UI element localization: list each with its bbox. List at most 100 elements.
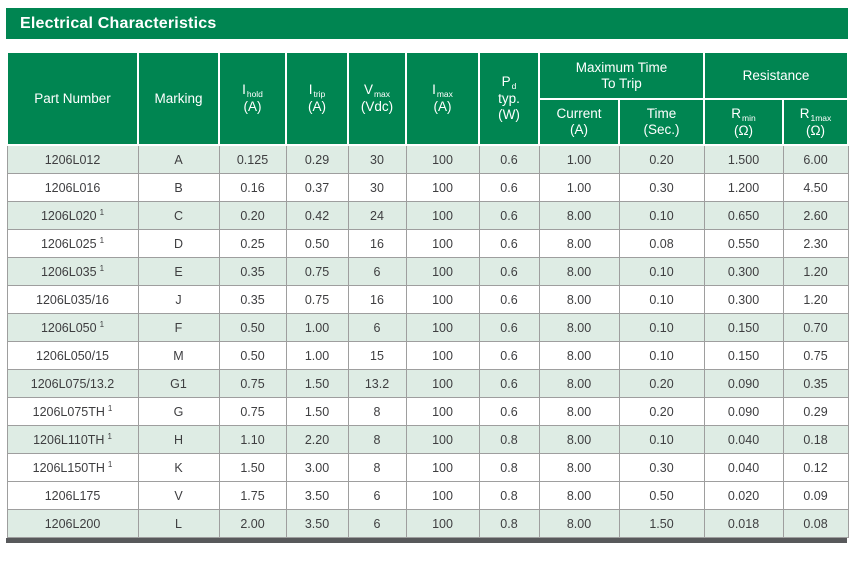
part-number-cell: 1206L035 1 (6, 257, 139, 286)
imax-cell: 100 (405, 173, 480, 202)
imax-cell: 100 (405, 481, 480, 510)
marking-cell: H (137, 425, 220, 454)
table-row: 1206L035 1 E 0.35 0.75 6 100 0.6 8.00 0.10 0.300 1.… (6, 257, 849, 286)
page-title: Electrical Characteristics (20, 15, 217, 32)
marking-cell: F (137, 313, 220, 342)
pd-cell: 0.6 (478, 144, 540, 174)
marking-cell: D (137, 229, 220, 258)
col-header-trip-current: Current (A) (538, 98, 620, 146)
r1max-cell: 0.09 (782, 481, 849, 510)
rmin-cell: 0.018 (703, 509, 784, 538)
ihold-cell: 1.75 (218, 481, 287, 510)
r1max-cell: 0.08 (782, 509, 849, 538)
datasheet-page: Electrical Characteristics Part Number M… (6, 8, 850, 543)
imax-cell: 100 (405, 313, 480, 342)
rmin-cell: 0.650 (703, 201, 784, 230)
vmax-cell: 8 (347, 397, 407, 426)
pd-cell: 0.6 (478, 229, 540, 258)
vmax-cell: 16 (347, 285, 407, 314)
table-row: 1206L150TH 1 K 1.50 3.00 8 100 0.8 8.00 0.30 0.040… (6, 453, 849, 482)
part-number-cell: 1206L175 (6, 481, 139, 510)
pd-cell: 0.6 (478, 397, 540, 426)
table-row: 1206L050 1 F 0.50 1.00 6 100 0.6 8.00 0.10 0.150 0.… (6, 313, 849, 342)
trip-current-cell: 8.00 (538, 509, 620, 538)
part-number-cell: 1206L020 1 (6, 201, 139, 230)
marking-cell: J (137, 285, 220, 314)
part-number-cell: 1206L110TH 1 (6, 425, 139, 454)
vmax-cell: 6 (347, 481, 407, 510)
itrip-cell: 0.29 (285, 144, 349, 174)
itrip-cell: 1.50 (285, 369, 349, 398)
part-number-cell: 1206L016 (6, 173, 139, 202)
imax-cell: 100 (405, 229, 480, 258)
imax-cell: 100 (405, 369, 480, 398)
rmin-cell: 0.550 (703, 229, 784, 258)
imax-cell: 100 (405, 341, 480, 370)
col-header-part-number: Part Number (6, 51, 139, 146)
marking-cell: L (137, 509, 220, 538)
vmax-cell: 15 (347, 341, 407, 370)
r1max-cell: 0.75 (782, 341, 849, 370)
marking-cell: E (137, 257, 220, 286)
trip-current-cell: 1.00 (538, 173, 620, 202)
table-body: 1206L012 A 0.125 0.29 30 100 0.6 1.00 0.20 1.500 6… (6, 144, 849, 538)
imax-cell: 100 (405, 397, 480, 426)
pd-cell: 0.6 (478, 369, 540, 398)
itrip-cell: 0.50 (285, 229, 349, 258)
itrip-cell: 2.20 (285, 425, 349, 454)
table-row: 1206L020 1 C 0.20 0.42 24 100 0.6 8.00 0.10 0.650 2… (6, 201, 849, 230)
imax-cell: 100 (405, 425, 480, 454)
ihold-cell: 2.00 (218, 509, 287, 538)
itrip-cell: 0.37 (285, 173, 349, 202)
table-row: 1206L025 1 D 0.25 0.50 16 100 0.6 8.00 0.08 0.550 2… (6, 229, 849, 258)
ihold-cell: 0.50 (218, 313, 287, 342)
itrip-cell: 3.50 (285, 481, 349, 510)
vmax-cell: 6 (347, 509, 407, 538)
marking-cell: V (137, 481, 220, 510)
pd-cell: 0.6 (478, 285, 540, 314)
imax-cell: 100 (405, 453, 480, 482)
itrip-cell: 1.00 (285, 313, 349, 342)
trip-current-cell: 8.00 (538, 453, 620, 482)
trip-time-cell: 0.10 (618, 425, 705, 454)
footnote-marker: 1 (107, 403, 113, 413)
ihold-cell: 0.50 (218, 341, 287, 370)
r1max-cell: 1.20 (782, 257, 849, 286)
trip-current-cell: 1.00 (538, 144, 620, 174)
marking-cell: K (137, 453, 220, 482)
col-header-rmin: Rmin (Ω) (703, 98, 785, 146)
marking-cell: G1 (137, 369, 220, 398)
trip-current-cell: 8.00 (538, 425, 620, 454)
trip-current-cell: 8.00 (538, 201, 620, 230)
marking-cell: G (137, 397, 220, 426)
pd-cell: 0.6 (478, 257, 540, 286)
vmax-cell: 16 (347, 229, 407, 258)
col-header-trip-time: Time (Sec.) (617, 98, 706, 146)
footnote-marker: 1 (99, 235, 105, 245)
col-header-imax: Imax (A) (405, 51, 480, 146)
trip-time-cell: 0.10 (618, 257, 705, 286)
itrip-cell: 3.00 (285, 453, 349, 482)
trip-time-cell: 0.10 (618, 285, 705, 314)
trip-time-cell: 1.50 (618, 509, 705, 538)
footnote-marker: 1 (99, 263, 105, 273)
part-number-cell: 1206L025 1 (6, 229, 139, 258)
part-number-cell: 1206L050/15 (6, 341, 139, 370)
group-header-resistance: Resistance (703, 51, 850, 100)
trip-time-cell: 0.20 (618, 397, 705, 426)
part-number-cell: 1206L035/16 (6, 285, 139, 314)
imax-cell: 100 (405, 509, 480, 538)
marking-cell: C (137, 201, 220, 230)
trip-current-cell: 8.00 (538, 369, 620, 398)
rmin-cell: 0.040 (703, 453, 784, 482)
ihold-cell: 0.16 (218, 173, 287, 202)
marking-cell: B (137, 173, 220, 202)
rmin-cell: 0.090 (703, 369, 784, 398)
trip-time-cell: 0.10 (618, 341, 705, 370)
imax-cell: 100 (405, 144, 480, 174)
table-header: Part Number Marking Ihold (A) Itrip (A) Vm… (6, 51, 850, 146)
r1max-cell: 2.30 (782, 229, 849, 258)
ihold-cell: 0.35 (218, 285, 287, 314)
trip-time-cell: 0.10 (618, 201, 705, 230)
ihold-cell: 0.125 (218, 144, 287, 174)
